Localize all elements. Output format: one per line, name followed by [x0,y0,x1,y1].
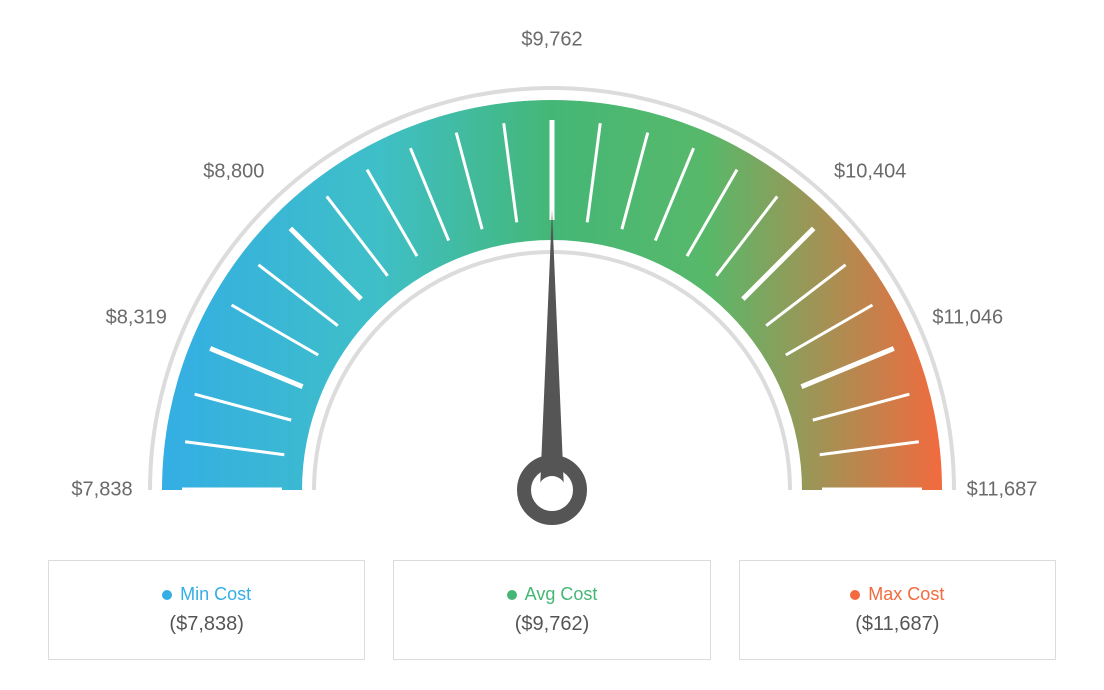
max-dot-icon [850,590,860,600]
min-cost-header: Min Cost [162,584,251,605]
avg-cost-title: Avg Cost [525,584,598,605]
legend-cards: Min Cost ($7,838) Avg Cost ($9,762) Max … [48,560,1056,660]
min-cost-value: ($7,838) [169,613,244,636]
gauge-tick-label: $8,800 [203,160,264,183]
min-cost-card: Min Cost ($7,838) [48,560,365,660]
gauge-tick-label: $7,838 [71,479,132,502]
gauge-tick-label: $11,687 [967,479,1038,502]
cost-gauge-widget: $7,838 $8,319 $8,800 $9,762 $10,404 $11,046 $1… [0,0,1104,690]
avg-dot-icon [507,590,517,600]
max-cost-card: Max Cost ($11,687) [739,560,1056,660]
max-cost-header: Max Cost [850,584,944,605]
avg-cost-value: ($9,762) [515,613,590,636]
max-cost-value: ($11,687) [855,613,939,636]
gauge-area: $7,838 $8,319 $8,800 $9,762 $10,404 $11,046 $1… [0,0,1104,550]
gauge-svg [52,40,1052,560]
min-dot-icon [162,590,172,600]
max-cost-title: Max Cost [868,584,944,605]
gauge-tick-label: $9,762 [521,29,582,52]
gauge-tick-label: $8,319 [106,306,167,329]
gauge-tick-label: $11,046 [932,306,1003,329]
avg-cost-header: Avg Cost [507,584,598,605]
gauge-tick-label: $10,404 [834,160,906,183]
avg-cost-card: Avg Cost ($9,762) [393,560,710,660]
min-cost-title: Min Cost [180,584,251,605]
